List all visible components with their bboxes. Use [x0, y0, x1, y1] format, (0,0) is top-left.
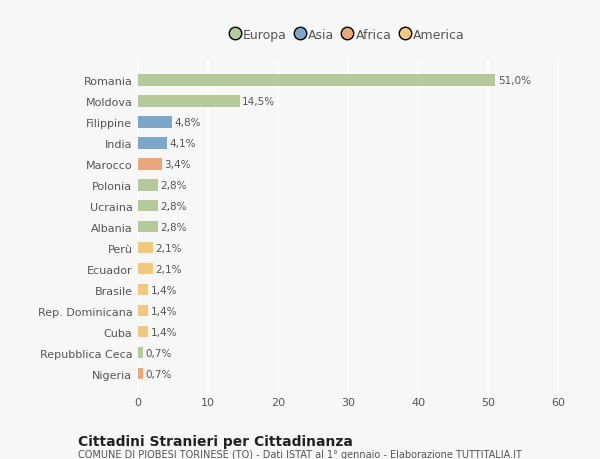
Bar [138, 221, 158, 233]
Bar [138, 263, 152, 275]
Bar [138, 75, 495, 86]
Bar [138, 305, 148, 317]
Text: 2,8%: 2,8% [160, 202, 187, 211]
Bar [138, 138, 167, 149]
Text: 1,4%: 1,4% [151, 306, 177, 316]
Text: 4,1%: 4,1% [170, 139, 196, 148]
Bar [138, 179, 158, 191]
Text: 51,0%: 51,0% [498, 76, 531, 86]
Text: 1,4%: 1,4% [151, 285, 177, 295]
Bar [138, 201, 158, 212]
Bar [138, 96, 239, 107]
Text: COMUNE DI PIOBESI TORINESE (TO) - Dati ISTAT al 1° gennaio - Elaborazione TUTTIT: COMUNE DI PIOBESI TORINESE (TO) - Dati I… [78, 449, 522, 459]
Text: 0,7%: 0,7% [146, 369, 172, 379]
Bar [138, 368, 143, 380]
Bar [138, 117, 172, 128]
Bar [138, 159, 162, 170]
Text: 2,1%: 2,1% [155, 243, 182, 253]
Text: 2,8%: 2,8% [160, 222, 187, 232]
Bar [138, 242, 152, 254]
Text: 4,8%: 4,8% [175, 118, 201, 128]
Text: 1,4%: 1,4% [151, 327, 177, 337]
Bar [138, 284, 148, 296]
Legend: Europa, Asia, Africa, America: Europa, Asia, Africa, America [232, 29, 464, 42]
Text: 2,1%: 2,1% [155, 264, 182, 274]
Bar [138, 347, 143, 358]
Text: 2,8%: 2,8% [160, 180, 187, 190]
Text: 3,4%: 3,4% [164, 159, 191, 169]
Text: 0,7%: 0,7% [146, 348, 172, 358]
Text: Cittadini Stranieri per Cittadinanza: Cittadini Stranieri per Cittadinanza [78, 434, 353, 448]
Text: 14,5%: 14,5% [242, 96, 275, 106]
Bar [138, 326, 148, 338]
